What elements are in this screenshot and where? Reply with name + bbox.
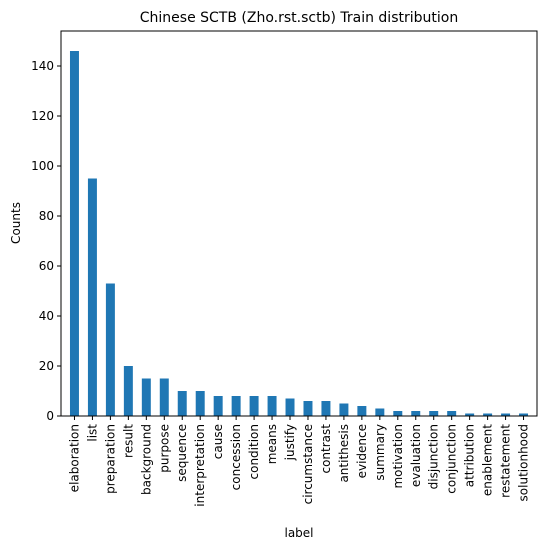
bars-group (69, 51, 529, 416)
x-tick-label: background (139, 424, 153, 495)
x-tick-label: result (121, 424, 135, 458)
x-tick-label: means (265, 424, 279, 464)
x-tick-label: evidence (355, 424, 369, 478)
bar-evidence (357, 406, 367, 416)
bar-elaboration (69, 51, 79, 416)
bar-enablement (483, 413, 493, 416)
x-tick-label: motivation (391, 424, 405, 489)
y-tick-label: 80 (39, 209, 54, 223)
x-tick-label: disjunction (427, 424, 441, 489)
x-tick-label: condition (247, 424, 261, 479)
x-tick-label: interpretation (193, 424, 207, 507)
bar-antithesis (339, 403, 349, 416)
x-tick-label: list (85, 424, 99, 442)
x-tick-label: cause (211, 424, 225, 459)
x-tick-label: antithesis (337, 424, 351, 483)
y-tick-label: 0 (46, 409, 54, 423)
x-tick-label: summary (373, 424, 387, 481)
x-tick-label: elaboration (67, 424, 81, 492)
y-tick-label: 60 (39, 259, 54, 273)
chart-title: Chinese SCTB (Zho.rst.sctb) Train distri… (140, 10, 458, 26)
y-tick-label: 100 (31, 159, 54, 173)
x-tick-label: attribution (463, 424, 477, 487)
bar-cause (213, 396, 223, 416)
bar-concession (231, 396, 241, 416)
bar-conjunction (447, 411, 457, 416)
bar-solutionhood (519, 413, 529, 416)
x-tick-label: solutionhood (517, 424, 531, 501)
x-tick-label: contrast (319, 424, 333, 474)
bar-attribution (465, 413, 475, 416)
y-tick-label: 140 (31, 59, 54, 73)
bar-motivation (393, 411, 403, 416)
y-axis-label: Counts (9, 202, 23, 244)
bar-background (141, 378, 151, 416)
bar-interpretation (195, 391, 205, 416)
y-tick-label: 20 (39, 359, 54, 373)
x-tick-label: restatement (499, 424, 513, 498)
plot-frame (60, 30, 538, 417)
x-tick-label: sequence (175, 424, 189, 482)
x-axis: elaboration list preparation result backgrou… (67, 416, 531, 507)
x-tick-label: conjunction (445, 424, 459, 494)
bar-purpose (159, 378, 169, 416)
bar-evaluation (411, 411, 421, 416)
bar-sequence (177, 391, 187, 416)
x-tick-label: evaluation (409, 424, 423, 487)
bar-disjunction (429, 411, 439, 416)
y-tick-label: 120 (31, 109, 54, 123)
bar-means (267, 396, 277, 416)
bar-restatement (501, 413, 511, 416)
bar-summary (375, 408, 385, 416)
x-tick-label: enablement (481, 424, 495, 496)
bar-list (87, 178, 97, 416)
bar-justify (285, 398, 295, 416)
x-tick-label: circumstance (301, 424, 315, 504)
x-tick-label: justify (283, 424, 297, 461)
x-tick-label: purpose (157, 424, 171, 473)
bar-result (123, 366, 133, 416)
x-tick-label: concession (229, 424, 243, 490)
bar-contrast (321, 401, 331, 416)
y-tick-label: 40 (39, 309, 54, 323)
bar-preparation (105, 283, 115, 416)
x-axis-label: label (284, 526, 313, 540)
x-tick-label: preparation (103, 424, 117, 494)
bar-condition (249, 396, 259, 416)
y-axis: 0 20 40 60 80 100 120 140 (31, 59, 61, 423)
bar-circumstance (303, 401, 313, 416)
